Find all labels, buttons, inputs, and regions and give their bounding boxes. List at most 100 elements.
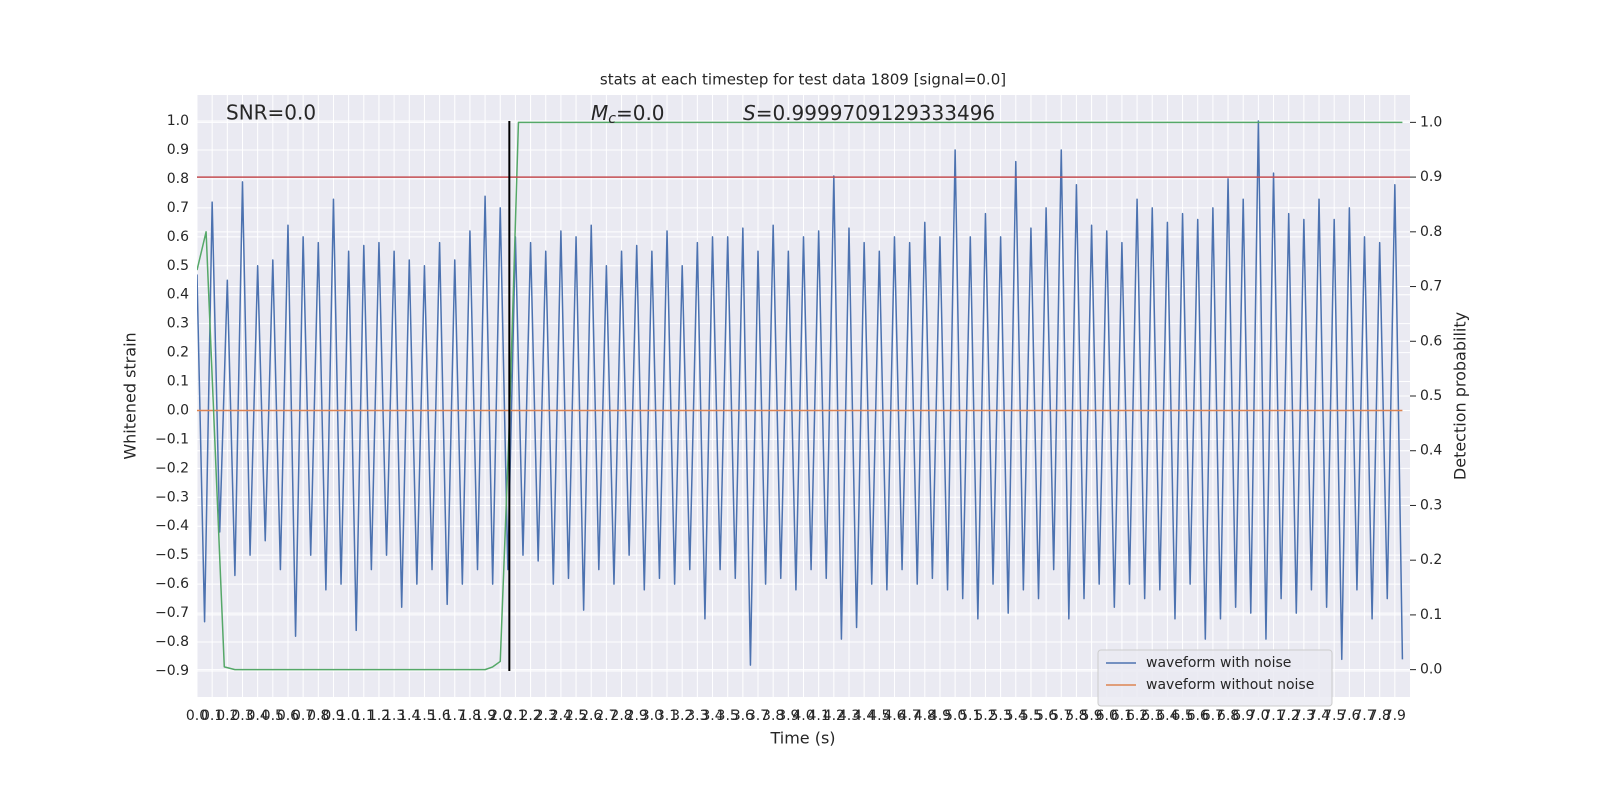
y-tick-label: −0.8	[155, 634, 189, 650]
y-tick-label: 0.0	[167, 402, 189, 418]
x-tick-label: 6.6	[1187, 708, 1209, 724]
y-tick-label: −0.5	[155, 547, 189, 563]
y-tick-label: −0.4	[155, 518, 189, 534]
x-tick-label: 4.4	[853, 708, 875, 724]
x-tick-label: 4.8	[914, 708, 936, 724]
y-tick-label: 0.5	[167, 258, 189, 274]
x-tick-label: 7.1	[1262, 708, 1284, 724]
legend-box	[1097, 649, 1333, 707]
y2-tick-label: 0.6	[1420, 333, 1442, 349]
legend-label: waveform with noise	[1146, 655, 1291, 671]
y2-tick-label: 0.5	[1420, 388, 1442, 404]
x-tick-label: 6.0	[1096, 708, 1118, 724]
x-tick-label: 5.4	[1005, 708, 1027, 724]
y2-tick-label: 0.9	[1420, 169, 1442, 185]
x-tick-label: 7.3	[1293, 708, 1315, 724]
x-axis-label: Time (s)	[769, 729, 835, 748]
y2-tick-label: 0.1	[1420, 607, 1442, 623]
x-tick-label: 2.9	[626, 708, 648, 724]
x-tick-label: 4.2	[823, 708, 845, 724]
x-tick-label: 0.5	[262, 708, 284, 724]
y-tick-label: 0.4	[167, 287, 189, 303]
y-tick-label: 0.3	[167, 316, 189, 332]
x-tick-label: 3.9	[777, 708, 799, 724]
x-tick-label: 6.3	[1141, 708, 1163, 724]
x-tick-label: 2.1	[504, 708, 526, 724]
annotation-s: S=0.9999709129333496	[743, 101, 995, 125]
x-tick-label: 3.5	[717, 708, 739, 724]
x-tick-label: 7.5	[1323, 708, 1345, 724]
x-tick-label: 2.6	[580, 708, 602, 724]
x-tick-label: 0.8	[307, 708, 329, 724]
y-tick-label: 0.2	[167, 345, 189, 361]
legend-label: waveform without noise	[1146, 677, 1314, 693]
x-tick-label: 1.2	[368, 708, 390, 724]
x-tick-label: 6.7	[1202, 708, 1224, 724]
y2-tick-label: 0.7	[1420, 279, 1442, 295]
x-tick-label: 0.1	[201, 708, 223, 724]
x-tick-label: 3.8	[762, 708, 784, 724]
x-tick-label: 5.2	[974, 708, 996, 724]
y2-tick-label: 1.0	[1420, 114, 1442, 130]
annotation-symbol: S	[743, 101, 756, 125]
annotation-text: =0.9999709129333496	[756, 101, 995, 125]
x-tick-label: 3.0	[641, 708, 663, 724]
x-tick-label: 2.4	[550, 708, 572, 724]
x-tick-label: 5.8	[1065, 708, 1087, 724]
y2-axis-label: Detection probability	[1451, 312, 1470, 480]
x-tick-label: 2.7	[595, 708, 617, 724]
chart-title: stats at each timestep for test data 180…	[600, 71, 1006, 89]
y-tick-label: 0.7	[167, 200, 189, 216]
x-tick-label: 2.3	[535, 708, 557, 724]
x-tick-label: 1.3	[383, 708, 405, 724]
x-tick-label: 6.5	[1171, 708, 1193, 724]
annotation-symbol: M	[591, 101, 608, 125]
x-tick-label: 1.0	[337, 708, 359, 724]
x-tick-label: 0.0	[186, 708, 208, 724]
y-axis-label: Whitened strain	[121, 332, 140, 459]
x-tick-label: 1.1	[353, 708, 375, 724]
y2-tick-label: 0.3	[1420, 497, 1442, 513]
x-tick-label: 5.5	[1020, 708, 1042, 724]
x-tick-label: 7.8	[1369, 708, 1391, 724]
x-tick-label: 4.9	[929, 708, 951, 724]
y-tick-label: −0.2	[155, 460, 189, 476]
x-tick-label: 7.6	[1338, 708, 1360, 724]
x-tick-label: 5.7	[1050, 708, 1072, 724]
x-tick-label: 0.4	[247, 708, 269, 724]
x-tick-label: 4.3	[838, 708, 860, 724]
y-tick-label: 0.9	[167, 142, 189, 158]
annotation-mc: Mc=0.0	[591, 101, 665, 128]
y-tick-label: 1.0	[167, 113, 189, 129]
y2-tick-label: 0.8	[1420, 224, 1442, 240]
x-tick-label: 1.8	[459, 708, 481, 724]
x-tick-label: 5.1	[959, 708, 981, 724]
y-tick-label: 0.1	[167, 374, 189, 390]
x-tick-label: 2.5	[565, 708, 587, 724]
x-tick-label: 1.5	[413, 708, 435, 724]
x-tick-label: 7.7	[1353, 708, 1375, 724]
x-tick-label: 4.6	[883, 708, 905, 724]
x-tick-label: 6.8	[1217, 708, 1239, 724]
x-tick-label: 7.2	[1278, 708, 1300, 724]
x-tick-label: 7.4	[1308, 708, 1330, 724]
x-tick-label: 2.0	[489, 708, 511, 724]
x-tick-label: 4.0	[792, 708, 814, 724]
x-tick-label: 5.0	[944, 708, 966, 724]
y2-tick-label: 0.0	[1420, 662, 1442, 678]
x-tick-label: 6.1	[1111, 708, 1133, 724]
x-tick-label: 2.2	[519, 708, 541, 724]
x-tick-label: 0.6	[277, 708, 299, 724]
x-tick-label: 3.2	[671, 708, 693, 724]
y2-tick-label: 0.2	[1420, 552, 1442, 568]
x-tick-label: 1.6	[428, 708, 450, 724]
x-tick-label: 1.7	[444, 708, 466, 724]
y-tick-label: −0.3	[155, 489, 189, 505]
x-tick-label: 0.7	[292, 708, 314, 724]
y-tick-label: −0.1	[155, 431, 189, 447]
series-line	[197, 121, 1403, 671]
x-tick-label: 7.9	[1384, 708, 1406, 724]
x-tick-label: 4.5	[868, 708, 890, 724]
x-tick-label: 4.1	[808, 708, 830, 724]
